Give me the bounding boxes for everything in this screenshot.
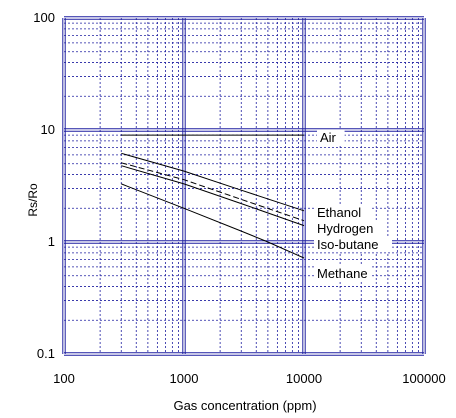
series-lines (121, 134, 305, 259)
series-line-hydrogen (121, 162, 305, 222)
series-label-iso-butane: Iso-butane (317, 237, 378, 252)
series-line-methane (121, 183, 305, 259)
y-tick-label: 10 (41, 122, 55, 137)
series-label-bg-methane (314, 266, 371, 281)
tick-labels: 100 1000 10000 100000 0.1 1 10 100 (33, 10, 445, 386)
series-line-ethanol (121, 152, 305, 212)
x-tick-label: 100 (53, 371, 75, 386)
grid (62, 16, 426, 356)
series-line-iso-butane (121, 165, 305, 227)
y-tick-label: 1 (48, 234, 55, 249)
y-tick-label: 0.1 (37, 346, 55, 361)
x-tick-label: 1000 (170, 371, 199, 386)
y-tick-label: 100 (33, 10, 55, 25)
y-axis-label: Rs/Ro (26, 183, 40, 217)
x-axis-label: Gas concentration (ppm) (173, 398, 316, 413)
series-label-air: Air (320, 130, 337, 145)
x-tick-label: 10000 (286, 371, 322, 386)
series-label-bg-hydrogen (314, 221, 378, 236)
series-label-bg-air (317, 130, 345, 145)
series-label-methane: Methane (317, 266, 368, 281)
series-label-bg-iso-butane (314, 237, 392, 252)
series-label-bg-ethanol (314, 205, 371, 220)
x-tick-label: 100000 (402, 371, 445, 386)
series-label-hydrogen: Hydrogen (317, 221, 373, 236)
series-label-ethanol: Ethanol (317, 205, 361, 220)
